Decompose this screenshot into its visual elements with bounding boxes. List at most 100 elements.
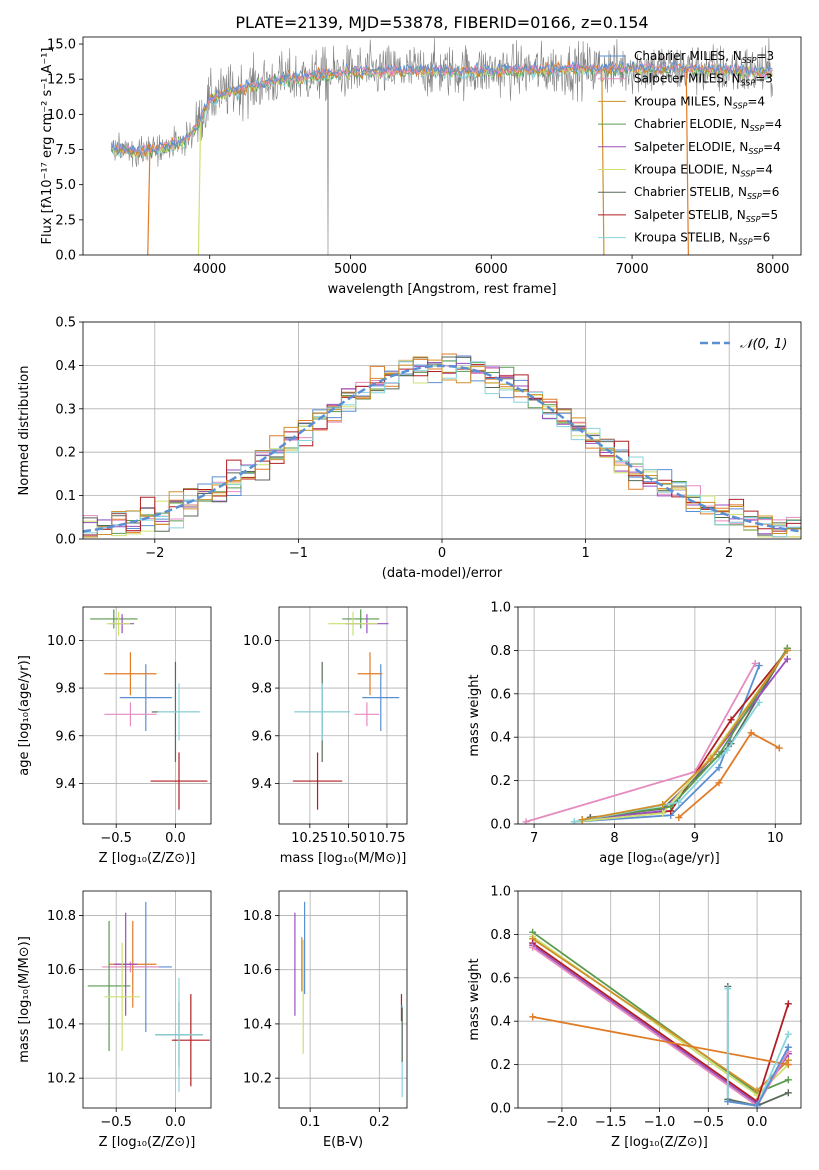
error-bar-point <box>106 611 131 636</box>
x-tick-label: −1.0 <box>644 1115 676 1130</box>
mass-weight-marker <box>783 655 791 663</box>
x-axis-label: Z [log₁₀(Z/Z⊙)] <box>99 851 196 866</box>
panel-mass_vs_Z: −0.5 0.0 10.2 10.4 10.6 10.8 Z [log₁₀(Z/Z⊙)] ma… <box>17 890 212 1150</box>
error-bar-point <box>157 683 201 741</box>
x-axis-label: (data-model)/error <box>382 566 503 581</box>
x-tick-label: −0.5 <box>100 1115 132 1130</box>
x-tick-label: 0.0 <box>165 1115 186 1130</box>
y-tick-label: 10.2 <box>47 1072 76 1087</box>
error-bar-point <box>90 609 138 629</box>
x-tick-label: 0.0 <box>747 1115 768 1130</box>
error-bar-point <box>328 611 378 636</box>
error-bar-point <box>357 652 383 696</box>
y-tick-label: 0.1 <box>55 489 76 504</box>
axes-frame <box>82 321 802 540</box>
y-tick-label: 0.5 <box>55 316 76 331</box>
mass-weight-marker <box>755 698 763 706</box>
x-tick-label: 8000 <box>756 262 789 277</box>
y-tick-label: 0.2 <box>55 446 76 461</box>
axes-frame <box>82 890 212 1109</box>
mass-weight-marker <box>529 1013 537 1021</box>
y-tick-label: 0.0 <box>490 818 511 833</box>
y-tick-label: 9.6 <box>251 729 272 744</box>
panel-spectrum: 4000 5000 6000 7000 8000 0.0 2.5 5.0 7.5 10.0 12.5… <box>40 36 802 297</box>
mass-weight-marker <box>715 764 723 772</box>
axes-frame <box>82 606 212 825</box>
mass-weight-series <box>532 931 789 1094</box>
x-axis-label: mass [log₁₀(M/M⊙)] <box>280 851 407 866</box>
legend-entry: Salpeter MILES, NSSP=3 <box>634 72 773 88</box>
x-tick-label: 7 <box>530 831 538 846</box>
mass-weight-marker <box>659 809 667 817</box>
mass-weight-marker <box>522 818 530 824</box>
model-spectrum <box>110 60 773 156</box>
y-tick-label: 0.4 <box>490 1015 511 1030</box>
axes-frame <box>517 606 802 825</box>
y-tick-label: 10.8 <box>243 909 272 924</box>
panel-massweight_vs_age: 7 8 9 10 0.0 0.2 0.4 0.6 0.8 1.0 age [log₁₀(age/yr… <box>467 601 802 866</box>
panel-mass_vs_EBV: 0.1 0.2 10.2 10.4 10.6 10.8 E(B-V) <box>243 890 408 1150</box>
x-tick-label: 10.50 <box>330 831 367 846</box>
legend-entry: 𝒩(0, 1) <box>740 337 787 352</box>
error-bar-point <box>294 683 350 741</box>
plot-area <box>529 928 792 1108</box>
x-axis-label: Z [log₁₀(Z/Z⊙)] <box>611 1135 708 1150</box>
y-tick-label: 0.0 <box>490 1102 511 1117</box>
axes-frame <box>278 890 408 1109</box>
mass-weight-series <box>532 937 789 1092</box>
error-bar-point <box>104 702 157 727</box>
legend-entry: Kroupa ELODIE, NSSP=4 <box>634 163 773 179</box>
axes-frame <box>82 36 802 256</box>
legend-entry: Chabrier MILES, NSSP=3 <box>634 49 774 65</box>
y-tick-label: 10.8 <box>47 909 76 924</box>
plot-area <box>87 901 210 1092</box>
y-tick-label: 9.6 <box>55 729 76 744</box>
x-tick-label: −1 <box>289 546 308 561</box>
y-axis-label: mass weight <box>467 958 482 1040</box>
y-tick-label: 0.0 <box>55 249 76 264</box>
error-bar-point <box>171 994 210 1087</box>
plot-area <box>522 644 791 824</box>
mass-weight-marker <box>570 818 578 824</box>
residuals-legend: 𝒩(0, 1) <box>700 337 787 352</box>
y-tick-label: 0.4 <box>55 359 76 374</box>
error-bar-point <box>362 664 400 731</box>
y-axis-label: Flux [fλ10⁻¹⁷ erg cm⁻² s⁻¹ A⁻¹] <box>40 48 55 245</box>
mass-weight-marker <box>784 1030 792 1038</box>
x-tick-label: 2 <box>725 546 733 561</box>
mass-weight-marker <box>727 716 735 724</box>
y-tick-label: 10.6 <box>47 963 76 978</box>
y-axis-label: mass weight <box>467 674 482 756</box>
x-axis-label: age [log₁₀(age/yr)] <box>599 851 720 866</box>
y-tick-label: 0.0 <box>55 533 76 548</box>
mass-weight-marker <box>675 798 683 806</box>
x-tick-label: −2 <box>145 546 164 561</box>
mass-weight-series <box>532 942 790 1103</box>
mass-weight-series <box>582 649 789 821</box>
error-bar-point <box>87 920 131 1052</box>
x-tick-label: 8 <box>610 831 618 846</box>
panel-age_vs_mass: 10.25 10.50 10.75 9.4 9.6 9.8 10.0 mass [log₁₀(… <box>243 606 408 866</box>
plot-area <box>294 901 403 1098</box>
x-tick-label: 10 <box>767 831 784 846</box>
mass-weight-marker <box>784 1061 792 1069</box>
y-tick-label: 0.6 <box>490 971 511 986</box>
error-bar-point <box>342 609 380 629</box>
x-tick-label: −0.5 <box>693 1115 725 1130</box>
mass-weight-marker <box>715 751 723 759</box>
legend-entry: Salpeter STELIB, NSSP=5 <box>634 208 778 224</box>
x-tick-label: 0 <box>438 546 446 561</box>
legend-entry: Kroupa STELIB, NSSP=6 <box>634 231 770 247</box>
mass-weight-marker <box>784 1000 792 1008</box>
x-tick-label: 0.2 <box>369 1115 390 1130</box>
mass-weight-marker <box>784 1043 792 1051</box>
mass-weight-marker <box>753 1102 761 1108</box>
y-tick-label: 12.5 <box>47 73 76 88</box>
figure-title: PLATE=2139, MJD=53878, FIBERID=0166, z=0… <box>235 13 648 32</box>
y-tick-label: 2.5 <box>55 213 76 228</box>
y-tick-label: 5.0 <box>55 178 76 193</box>
panel-residuals: −2 −1 0 1 2 0.0 0.1 0.2 0.3 0.4 0.5 (data-model)/er… <box>17 316 802 581</box>
mass-weight-marker <box>715 779 723 787</box>
x-tick-label: 9 <box>691 831 699 846</box>
